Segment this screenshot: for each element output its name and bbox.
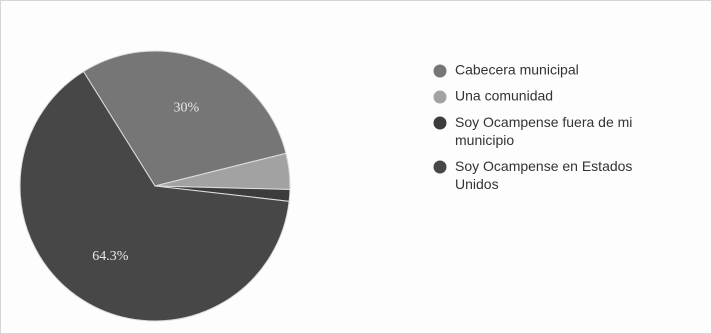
pie-slice: [19, 70, 290, 322]
legend-swatch: [433, 64, 447, 78]
value-label: 30%: [174, 101, 200, 116]
value-label: 64.3%: [92, 249, 129, 264]
legend-swatch: [433, 90, 447, 104]
legend-label: Una comunidad: [455, 88, 553, 104]
legend-swatch: [433, 160, 447, 174]
legend-label: Soy Ocampense en Estados Unidos: [455, 158, 632, 192]
legend-swatch: [433, 116, 447, 130]
legend-label: Cabecera municipal: [455, 62, 579, 78]
legend-label: Soy Ocampense fuera de mi municipio: [455, 114, 632, 148]
